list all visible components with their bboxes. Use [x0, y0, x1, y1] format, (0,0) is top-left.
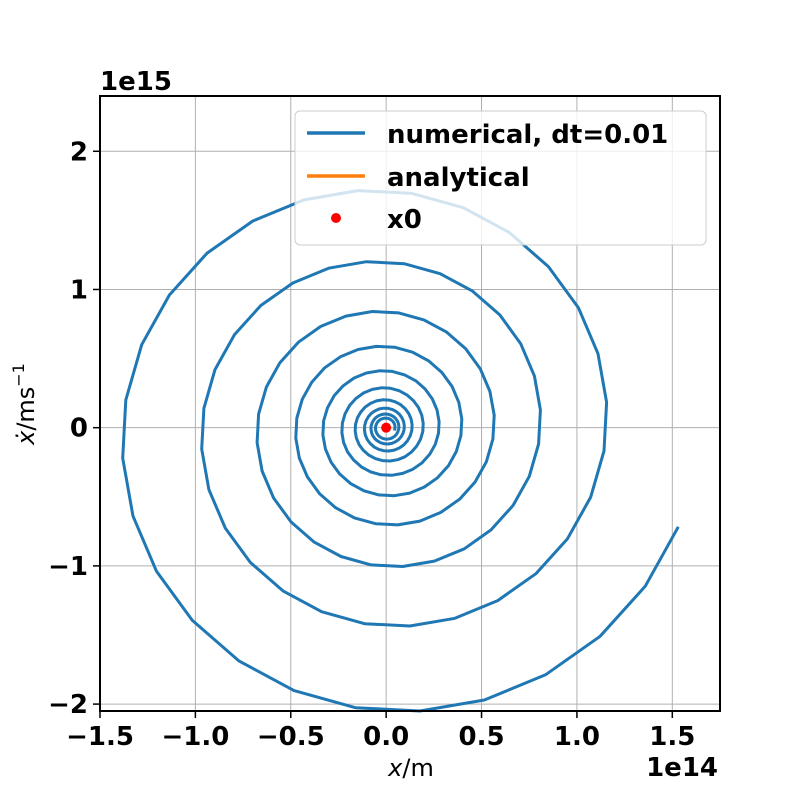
y-tick-label: −2	[48, 690, 88, 720]
ticks: −1.5 −1.0 −0.5 0.0 0.5 1.0 1.5 −2 −1 0 1 2	[48, 137, 695, 752]
y-multiplier-label: 1e15	[100, 67, 172, 97]
y-tick-label: 1	[70, 275, 88, 305]
x-tick-label: 0.0	[363, 722, 409, 752]
x-tick-label: 1.5	[649, 722, 695, 752]
x-tick-label: −0.5	[257, 722, 325, 752]
legend-label-x0: x0	[387, 205, 422, 235]
x-axis-label: x/m	[387, 754, 434, 782]
series-layer	[121, 189, 680, 713]
legend: numerical, dt=0.01 analytical x0	[294, 110, 707, 246]
y-axis-exponent: −1	[9, 363, 28, 387]
y-tick-label: 0	[70, 414, 88, 444]
y-tick-label: −1	[48, 552, 88, 582]
y-tick-label: 2	[70, 137, 88, 167]
x0-point	[381, 422, 392, 433]
x-axis-symbol: x	[387, 754, 403, 782]
legend-label-numerical: numerical, dt=0.01	[387, 120, 668, 150]
y-axis-symbol: ẋ	[12, 430, 40, 446]
x-axis-unit: /m	[402, 754, 433, 782]
point-layer	[381, 422, 392, 433]
legend-swatch-x0	[331, 213, 341, 223]
y-axis-unit: /ms	[12, 387, 40, 431]
x-tick-label: −1.5	[66, 722, 134, 752]
plot-frame	[99, 95, 721, 712]
x-tick-label: −1.0	[161, 722, 229, 752]
x-multiplier-label: 1e14	[646, 753, 718, 783]
y-axis-label: ẋ/ms−1	[9, 363, 40, 446]
legend-label-analytical: analytical	[387, 163, 530, 193]
x-tick-label: 1.0	[554, 722, 600, 752]
series-numerical-line	[121, 189, 680, 713]
x-tick-label: 0.5	[459, 722, 505, 752]
legend-box	[294, 110, 707, 246]
